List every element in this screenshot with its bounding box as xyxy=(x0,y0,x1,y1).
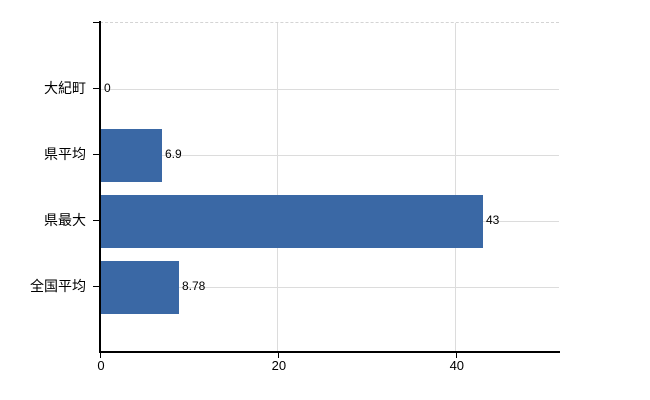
y-axis-tick xyxy=(93,286,99,287)
value-label: 0 xyxy=(104,81,111,95)
horizontal-gridline xyxy=(100,154,559,156)
value-label: 6.9 xyxy=(165,147,182,161)
y-axis-tick xyxy=(93,88,99,89)
category-label: 県平均 xyxy=(44,146,86,162)
horizontal-gridline xyxy=(100,88,559,90)
value-label: 43 xyxy=(486,213,500,227)
x-axis-tick xyxy=(277,353,279,358)
x-axis-tick xyxy=(100,353,101,358)
y-axis-tick xyxy=(93,22,99,23)
x-axis-tick xyxy=(455,353,457,358)
y-axis xyxy=(99,21,101,353)
horizontal-gridline xyxy=(100,286,559,288)
bar xyxy=(101,194,483,248)
category-label: 大紀町 xyxy=(44,80,86,96)
x-tick-label: 20 xyxy=(271,358,287,373)
category-label: 県最大 xyxy=(44,212,86,228)
vertical-gridline xyxy=(277,23,279,353)
bar xyxy=(101,260,179,314)
y-axis-tick xyxy=(93,154,99,155)
bar xyxy=(101,128,162,182)
category-label: 全国平均 xyxy=(30,278,86,294)
value-label: 8.78 xyxy=(182,279,206,293)
x-tick-label: 40 xyxy=(449,358,465,373)
plot-area xyxy=(100,22,559,353)
vertical-gridline xyxy=(455,23,457,353)
x-axis xyxy=(99,351,560,353)
x-tick-label: 0 xyxy=(97,358,105,373)
y-axis-tick xyxy=(93,220,99,221)
